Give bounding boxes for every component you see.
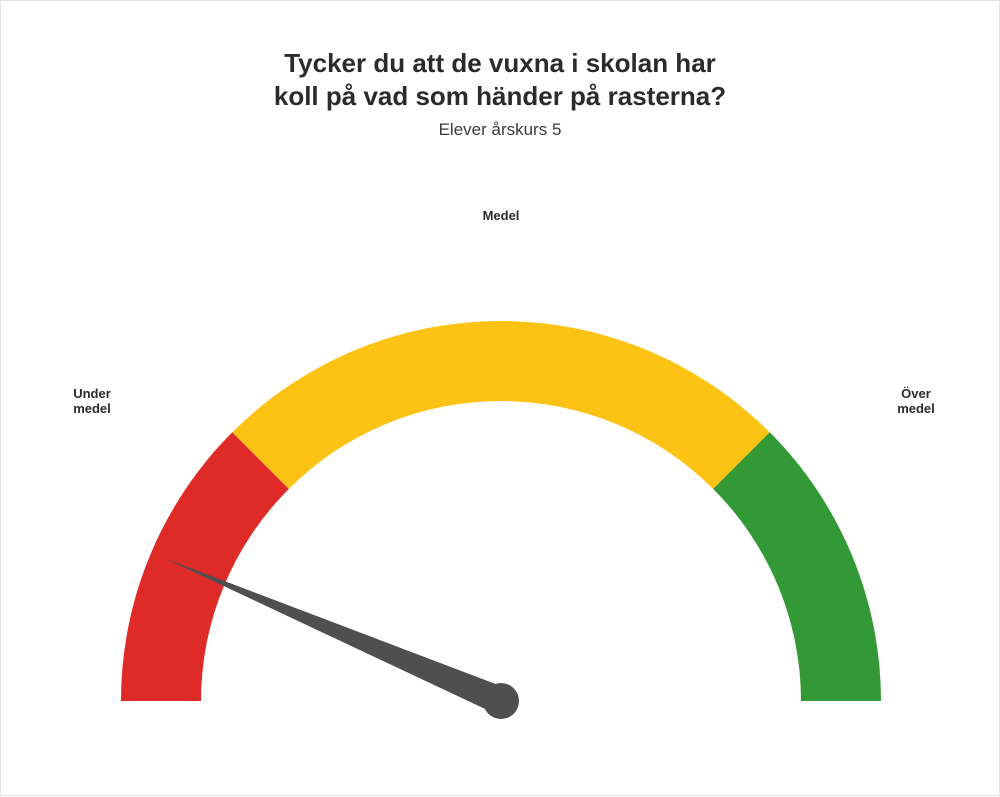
gauge-segment — [713, 432, 881, 701]
gauge-segments — [121, 321, 881, 701]
chart-frame: Tycker du att de vuxna i skolan har koll… — [0, 0, 1000, 796]
gauge-chart — [1, 1, 1000, 797]
segment-label-under-medel: Undermedel — [57, 387, 127, 417]
needle-pointer — [165, 558, 506, 714]
segment-label-medel: Medel — [466, 209, 536, 224]
gauge-segment — [232, 321, 769, 489]
segment-label-over-medel: Övermedel — [881, 387, 951, 417]
needle-hub — [483, 683, 519, 719]
gauge-segment — [121, 432, 289, 701]
gauge-needle — [165, 558, 519, 719]
